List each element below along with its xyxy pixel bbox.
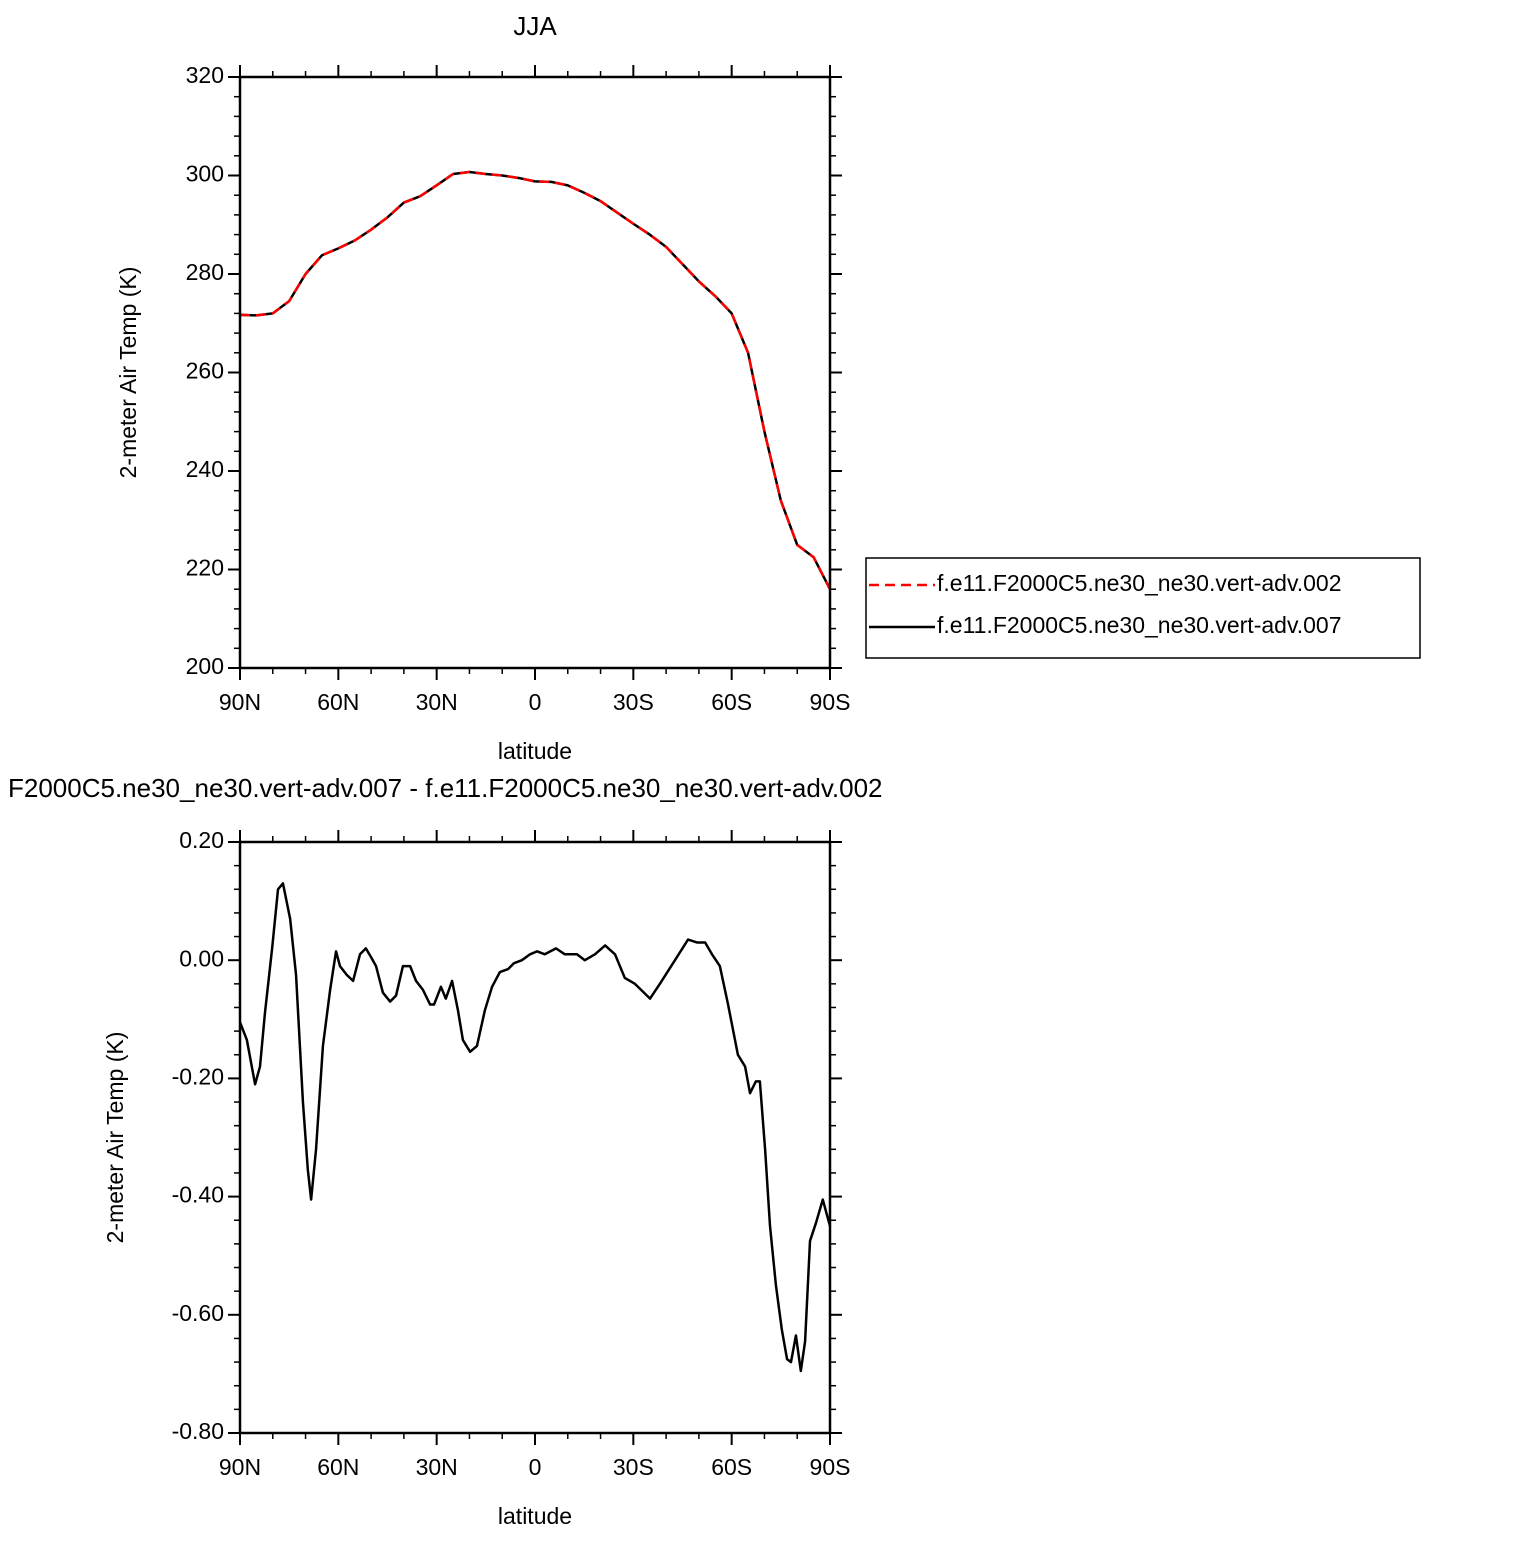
x-tick-label: 30S (613, 689, 654, 715)
y-tick-label: 200 (186, 653, 224, 679)
y-tick-label: 220 (186, 555, 224, 581)
x-tick-label: 90N (219, 1454, 261, 1480)
y-tick-label: -0.20 (172, 1063, 224, 1089)
data-line (238, 882, 832, 1373)
y-tick-label: 280 (186, 259, 224, 285)
x-tick-label: 60S (711, 689, 752, 715)
legend-label: f.e11.F2000C5.ne30_ne30.vert-adv.007 (937, 612, 1342, 638)
x-tick-label: 30S (613, 1454, 654, 1480)
x-tick-label: 30N (416, 1454, 458, 1480)
x-tick-label: 0 (529, 1454, 542, 1480)
y-tick-label: 240 (186, 456, 224, 482)
chart-title: F2000C5.ne30_ne30.vert-adv.007 - f.e11.F… (8, 773, 883, 803)
x-tick-label: 60N (317, 689, 359, 715)
y-tick-label: -0.40 (172, 1182, 224, 1208)
x-tick-label: 90S (810, 1454, 851, 1480)
x-axis-label: latitude (498, 1503, 572, 1529)
y-tick-label: -0.60 (172, 1300, 224, 1326)
y-tick-label: 300 (186, 161, 224, 187)
y-tick-label: 0.20 (179, 827, 224, 853)
y-tick-label: 0.00 (179, 945, 224, 971)
plot-frame (238, 75, 832, 670)
y-tick-label: -0.80 (172, 1418, 224, 1444)
y-tick-label: 320 (186, 62, 224, 88)
data-line (239, 170, 832, 590)
data-line (239, 170, 832, 590)
x-tick-label: 60S (711, 1454, 752, 1480)
x-tick-label: 30N (416, 689, 458, 715)
plot-frame (238, 840, 832, 1435)
x-tick-label: 90S (810, 689, 851, 715)
x-tick-label: 0 (529, 689, 542, 715)
y-axis-label: 2-meter Air Temp (K) (102, 1032, 128, 1244)
x-tick-label: 90N (219, 689, 261, 715)
chart-title: JJA (513, 11, 557, 41)
y-tick-label: 260 (186, 358, 224, 384)
x-axis-label: latitude (498, 738, 572, 764)
x-tick-label: 60N (317, 1454, 359, 1480)
legend-label: f.e11.F2000C5.ne30_ne30.vert-adv.002 (937, 570, 1342, 596)
y-axis-label: 2-meter Air Temp (K) (115, 267, 141, 479)
legend-box (865, 557, 1421, 659)
